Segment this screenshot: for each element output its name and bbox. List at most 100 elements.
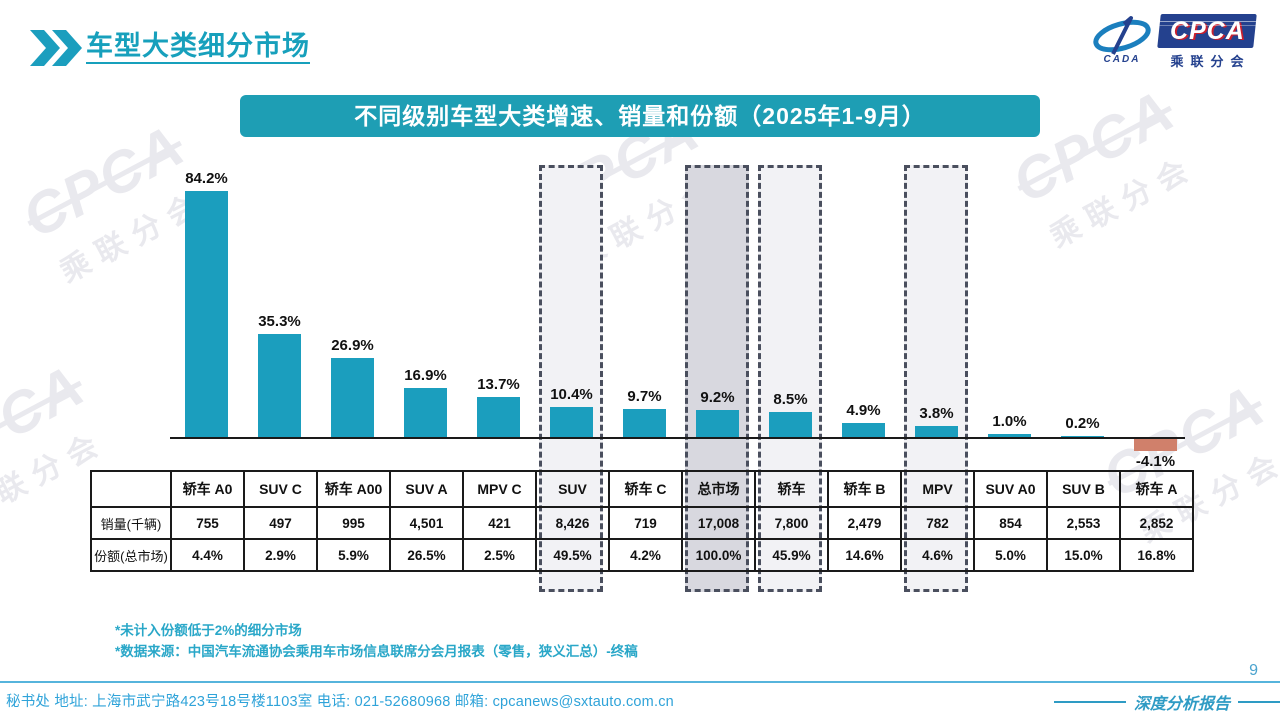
table-cell: 26.5% bbox=[389, 538, 464, 572]
chart-column: 4.9% bbox=[827, 160, 900, 450]
table-cell: 100.0% bbox=[681, 538, 756, 572]
table-cell: 15.0% bbox=[1046, 538, 1121, 572]
bar-value-label: -4.1% bbox=[1135, 452, 1176, 470]
table-row-header: 销量(千辆) bbox=[90, 506, 172, 540]
bar bbox=[842, 422, 885, 437]
table-cell: 49.5% bbox=[535, 538, 610, 572]
bar-value-label: 16.9% bbox=[404, 366, 447, 384]
table-row: 销量(千辆) 755 497 995 4,501 421 8,426 719 17,008 7,8… bbox=[90, 506, 1194, 540]
bar bbox=[185, 191, 228, 437]
table-cell: 4.2% bbox=[608, 538, 683, 572]
table-cell: 4,501 bbox=[389, 506, 464, 540]
table-cell: 2,852 bbox=[1119, 506, 1194, 540]
chart-column: 35.3% bbox=[243, 160, 316, 450]
footer-divider bbox=[0, 681, 1280, 683]
table-cell: 4.6% bbox=[900, 538, 975, 572]
table-cell: 7,800 bbox=[754, 506, 829, 540]
page-number: 9 bbox=[1249, 662, 1258, 679]
table-row: 份额(总市场) 4.4% 2.9% 5.9% 26.5% 2.5% 49.5% 4.2% 100… bbox=[90, 538, 1194, 572]
table-column-header: SUV A0 bbox=[973, 470, 1048, 508]
x-axis-line bbox=[170, 437, 1185, 439]
chart-column: 9.7% bbox=[608, 160, 681, 450]
chart-column: 1.0% bbox=[973, 160, 1046, 450]
decorative-line bbox=[1053, 701, 1126, 703]
table-column-header: MPV C bbox=[462, 470, 537, 508]
footnotes: *未计入份额低于2%的细分市场 *数据来源：中国汽车流通协会乘用车市场信息联席分… bbox=[115, 620, 638, 662]
cpca-logo-subtitle: 乘联分会 bbox=[1170, 54, 1251, 69]
footnote: *未计入份额低于2%的细分市场 bbox=[115, 623, 302, 638]
table-column-header: SUV bbox=[535, 470, 610, 508]
page-title: 车型大类细分市场 bbox=[86, 31, 310, 61]
chart-column: 26.9% bbox=[316, 160, 389, 450]
bar-value-label: 9.2% bbox=[700, 389, 735, 407]
chart-column: 0.2% bbox=[1046, 160, 1119, 450]
bar bbox=[1134, 439, 1177, 451]
chart-column: 9.2% bbox=[681, 160, 754, 450]
table-cell: 755 bbox=[170, 506, 245, 540]
table-column-header: MPV bbox=[900, 470, 975, 508]
bar-value-label: 3.8% bbox=[919, 404, 954, 422]
table-column-header: 轿车 A0 bbox=[170, 470, 245, 508]
bar bbox=[1061, 436, 1104, 437]
table-cell: 719 bbox=[608, 506, 683, 540]
bar-value-label: 35.3% bbox=[258, 312, 301, 330]
bar-value-label: 1.0% bbox=[992, 413, 1027, 431]
bar bbox=[623, 408, 666, 437]
table-cell: 2,479 bbox=[827, 506, 902, 540]
table-cell: 2,553 bbox=[1046, 506, 1121, 540]
bar-value-label: 13.7% bbox=[477, 375, 520, 393]
table-row-header: 份额(总市场) bbox=[90, 538, 172, 572]
chart-column: 84.2% bbox=[170, 160, 243, 450]
table-column-header: SUV B bbox=[1046, 470, 1121, 508]
table-cell: 4.4% bbox=[170, 538, 245, 572]
table-cell: 5.0% bbox=[973, 538, 1048, 572]
bar-value-label: 0.2% bbox=[1065, 415, 1100, 432]
table-column-header: SUV A bbox=[389, 470, 464, 508]
cpca-logo: CADA CPCA 乘联分会 bbox=[1091, 14, 1257, 70]
table-cell: 995 bbox=[316, 506, 391, 540]
data-table: 轿车 A0 SUV C 轿车 A00 SUV A MPV C SUV 轿车 C 总市场 轿车 轿车… bbox=[90, 470, 1194, 572]
footer-contact: 秘书处 地址: 上海市武宁路423号18号楼1103室 电话: 021-5268… bbox=[6, 694, 674, 710]
bar-chart: 84.2% 35.3% 26.9% 16.9% 13.7% 10.4% 9.7% 9.2% 8.… bbox=[90, 160, 1192, 470]
footnote: *数据来源：中国汽车流通协会乘用车市场信息联席分会月报表（零售，狭义汇总）-终稿 bbox=[115, 644, 638, 659]
table-cell: 16.8% bbox=[1119, 538, 1194, 572]
chart-column: 16.9% bbox=[389, 160, 462, 450]
chart-column: -4.1% bbox=[1119, 160, 1192, 470]
cada-swirl-icon: CADA bbox=[1091, 14, 1153, 65]
bar bbox=[550, 406, 593, 437]
table-cell: 14.6% bbox=[827, 538, 902, 572]
table-cell: 2.5% bbox=[462, 538, 537, 572]
table-column-header: 轿车 C bbox=[608, 470, 683, 508]
cpca-logo-box: CPCA bbox=[1157, 14, 1257, 48]
bar bbox=[915, 425, 958, 437]
table-column-header: 轿车 A00 bbox=[316, 470, 391, 508]
table-cell: 497 bbox=[243, 506, 318, 540]
table-cell: 854 bbox=[973, 506, 1048, 540]
table-column-header: 总市场 bbox=[681, 470, 756, 508]
bar bbox=[258, 333, 301, 437]
double-chevron-icon bbox=[30, 30, 82, 66]
table-cell: 8,426 bbox=[535, 506, 610, 540]
bar bbox=[477, 396, 520, 437]
decorative-line bbox=[1238, 701, 1280, 703]
table-cell: 421 bbox=[462, 506, 537, 540]
chart-column: 3.8% bbox=[900, 160, 973, 450]
table-cell: 782 bbox=[900, 506, 975, 540]
bar-value-label: 4.9% bbox=[846, 401, 881, 419]
bar-value-label: 8.5% bbox=[773, 391, 808, 409]
report-type-label: 深度分析报告 bbox=[1053, 690, 1280, 714]
table-cell: 2.9% bbox=[243, 538, 318, 572]
table-column-header: 轿车 B bbox=[827, 470, 902, 508]
bar bbox=[696, 410, 739, 437]
table-cell: 45.9% bbox=[754, 538, 829, 572]
table-cell: 5.9% bbox=[316, 538, 391, 572]
chart-column: 8.5% bbox=[754, 160, 827, 450]
table-cell: 17,008 bbox=[681, 506, 756, 540]
chart-column: 10.4% bbox=[535, 160, 608, 450]
bar-value-label: 26.9% bbox=[331, 337, 374, 355]
bar bbox=[988, 434, 1031, 437]
table-corner-cell bbox=[90, 470, 172, 508]
table-column-header: SUV C bbox=[243, 470, 318, 508]
bar-value-label: 84.2% bbox=[185, 170, 228, 187]
